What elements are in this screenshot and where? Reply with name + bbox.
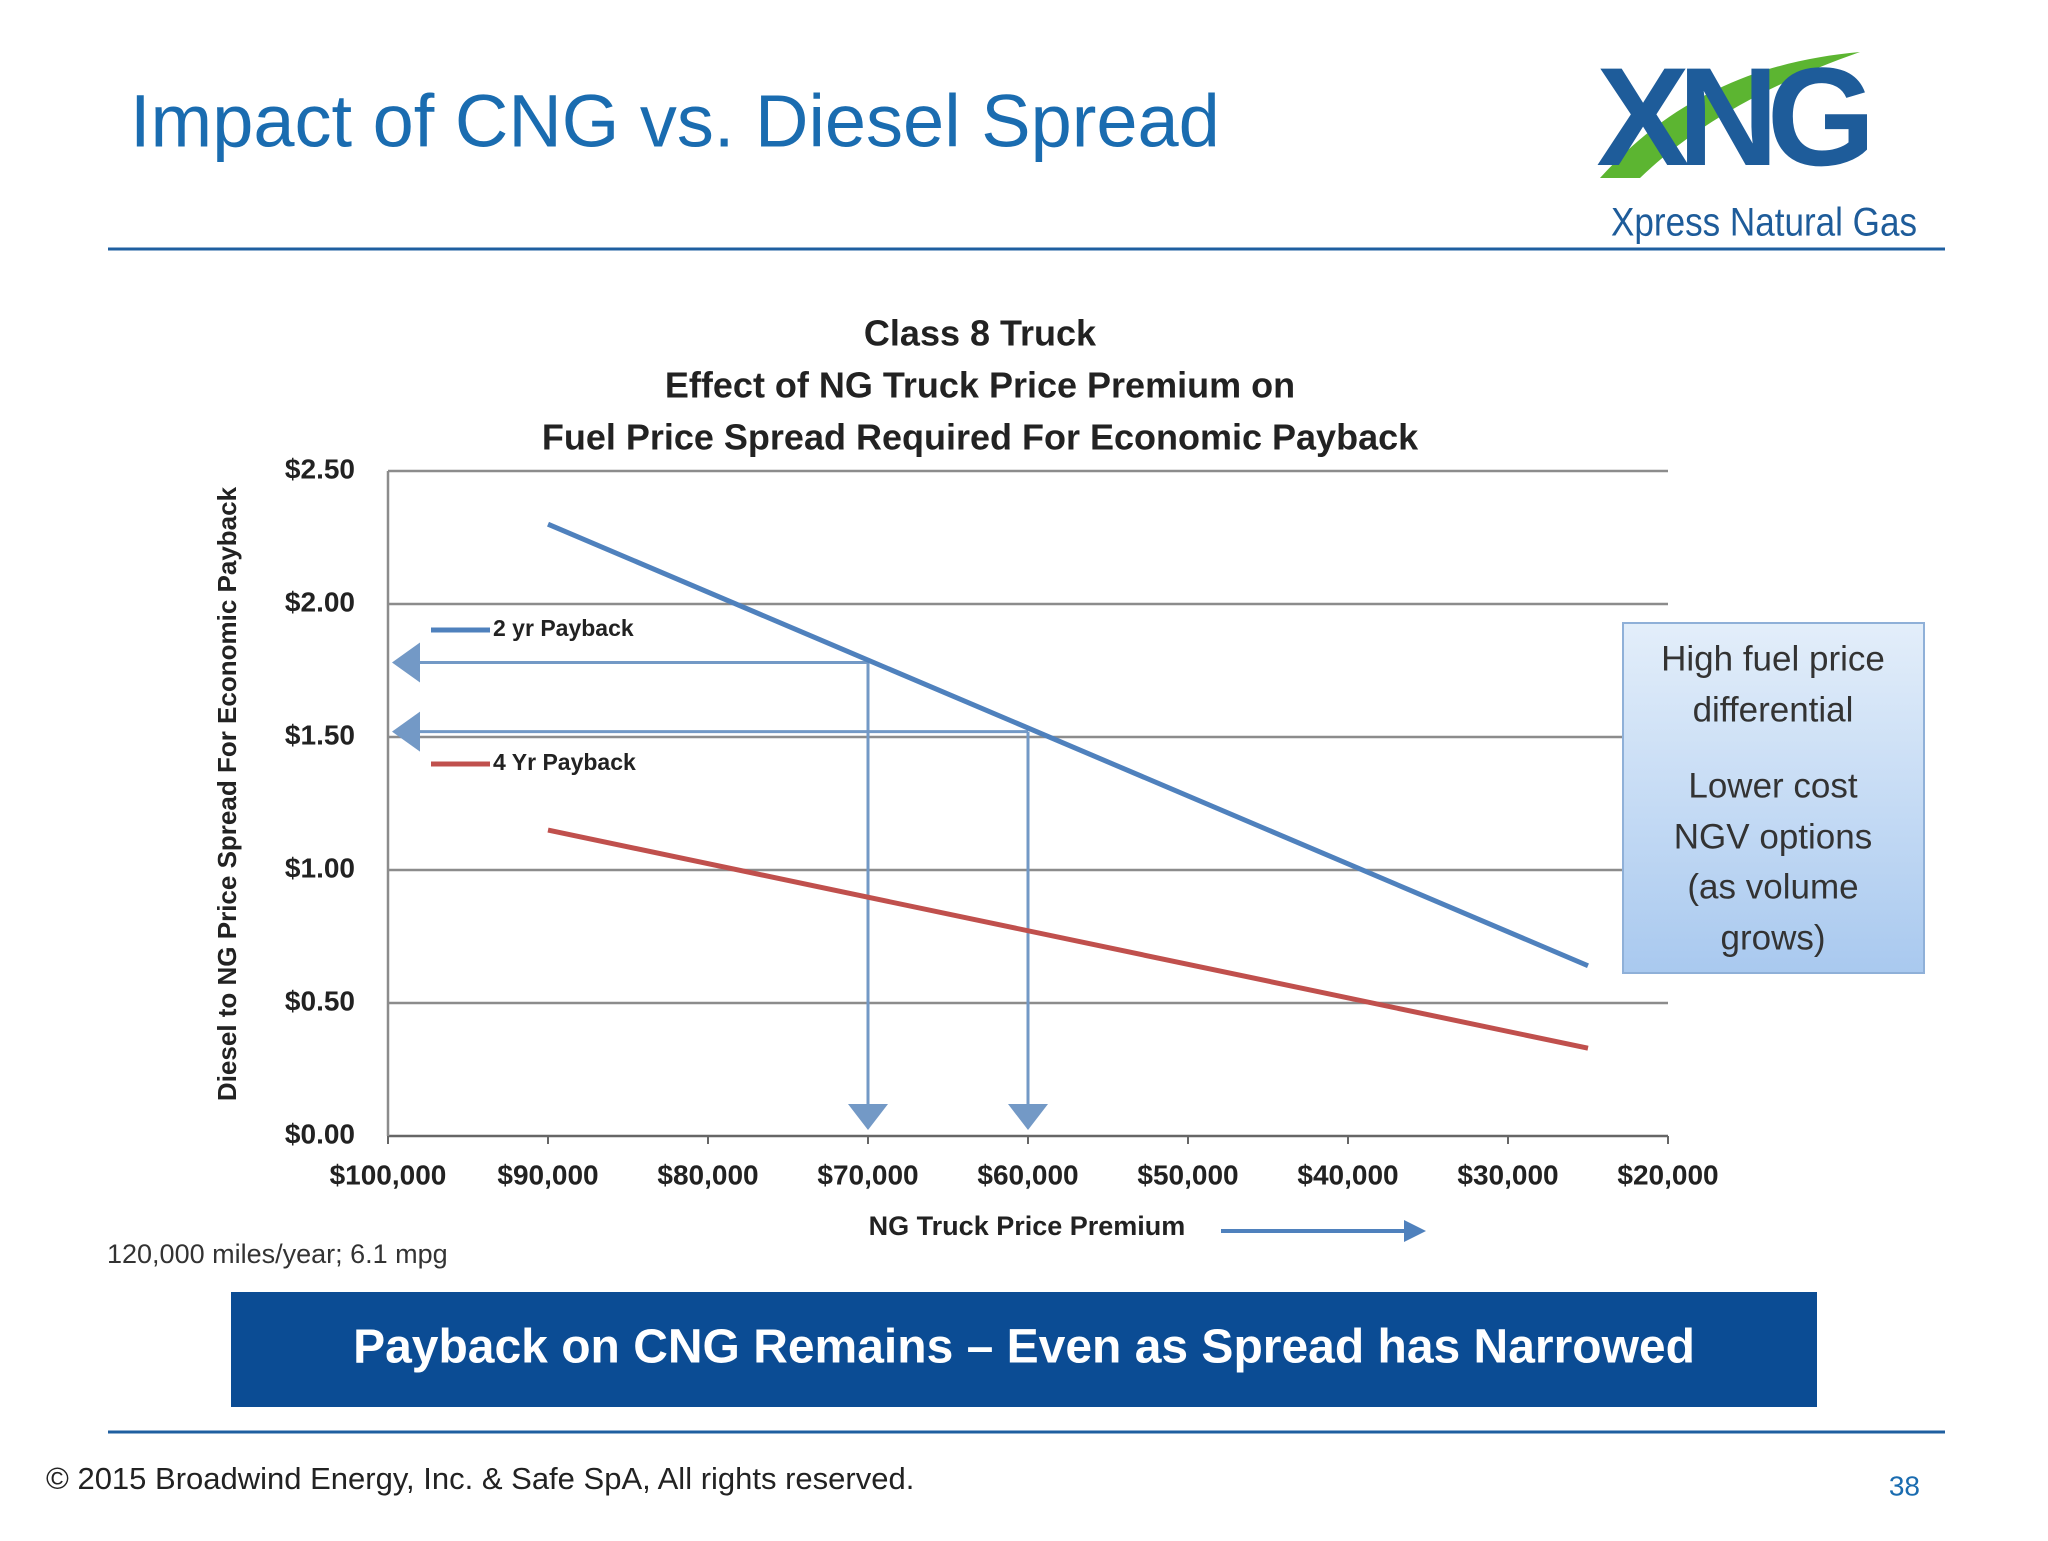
legend-label: 2 yr Payback bbox=[493, 615, 634, 641]
x-tick-label: $70,000 bbox=[817, 1159, 918, 1190]
chart-note: 120,000 miles/year; 6.1 mpg bbox=[107, 1239, 448, 1269]
chart-title: Fuel Price Spread Required For Economic … bbox=[542, 417, 1419, 458]
banner-text: Payback on CNG Remains – Even as Spread … bbox=[353, 1321, 1695, 1374]
callout-text: differential bbox=[1693, 690, 1854, 729]
y-tick-label: $2.00 bbox=[285, 586, 355, 617]
annotation-arrowhead-left bbox=[392, 642, 420, 683]
page-number: 38 bbox=[1889, 1470, 1920, 1501]
logo-mark: XNG bbox=[1596, 38, 1867, 195]
x-axis-title: NG Truck Price Premium bbox=[869, 1211, 1186, 1241]
x-tick-label: $20,000 bbox=[1617, 1159, 1718, 1190]
banner-box bbox=[231, 1292, 1817, 1407]
annotation-arrowhead-down bbox=[1008, 1104, 1048, 1130]
chart: Class 8 Truck Effect of NG Truck Price Pr… bbox=[107, 313, 1925, 1269]
logo-swoosh bbox=[1600, 52, 1860, 178]
legend-label: 4 Yr Payback bbox=[493, 749, 636, 775]
x-tick-label: $30,000 bbox=[1457, 1159, 1558, 1190]
y-axis-title: Diesel to NG Price Spread For Economic P… bbox=[212, 486, 242, 1101]
callout-text: (as volume bbox=[1687, 867, 1858, 906]
annotation-arrowhead-left bbox=[392, 711, 420, 752]
callout-text: High fuel price bbox=[1661, 639, 1885, 678]
x-tick-label: $60,000 bbox=[977, 1159, 1078, 1190]
y-tick-label: $0.00 bbox=[285, 1118, 355, 1149]
x-tick-label: $40,000 bbox=[1297, 1159, 1398, 1190]
series-line bbox=[547, 521, 1589, 969]
callout-box bbox=[1622, 622, 1925, 974]
x-tick-label: $100,000 bbox=[330, 1159, 447, 1190]
callout-text: grows) bbox=[1720, 918, 1825, 957]
y-tick-label: $1.00 bbox=[285, 852, 355, 883]
footer-text: © 2015 Broadwind Energy, Inc. & Safe SpA… bbox=[46, 1461, 914, 1496]
x-axis-arrowhead bbox=[1404, 1220, 1426, 1242]
annotation-arrowhead-down bbox=[848, 1104, 888, 1130]
callout-text: Lower cost bbox=[1688, 766, 1858, 805]
slide-title: Impact of CNG vs. Diesel Spread bbox=[130, 80, 1220, 163]
chart-title: Effect of NG Truck Price Premium on bbox=[665, 365, 1295, 406]
logo-name: Xpress Natural Gas bbox=[1611, 201, 1917, 245]
y-tick-label: $0.50 bbox=[285, 985, 355, 1016]
chart-title: Class 8 Truck bbox=[864, 313, 1097, 354]
x-tick-label: $50,000 bbox=[1137, 1159, 1238, 1190]
x-tick-label: $90,000 bbox=[497, 1159, 598, 1190]
series-line bbox=[547, 827, 1589, 1051]
y-tick-label: $2.50 bbox=[285, 453, 355, 484]
y-tick-label: $1.50 bbox=[285, 719, 355, 750]
callout-text: NGV options bbox=[1674, 817, 1872, 856]
x-tick-label: $80,000 bbox=[657, 1159, 758, 1190]
